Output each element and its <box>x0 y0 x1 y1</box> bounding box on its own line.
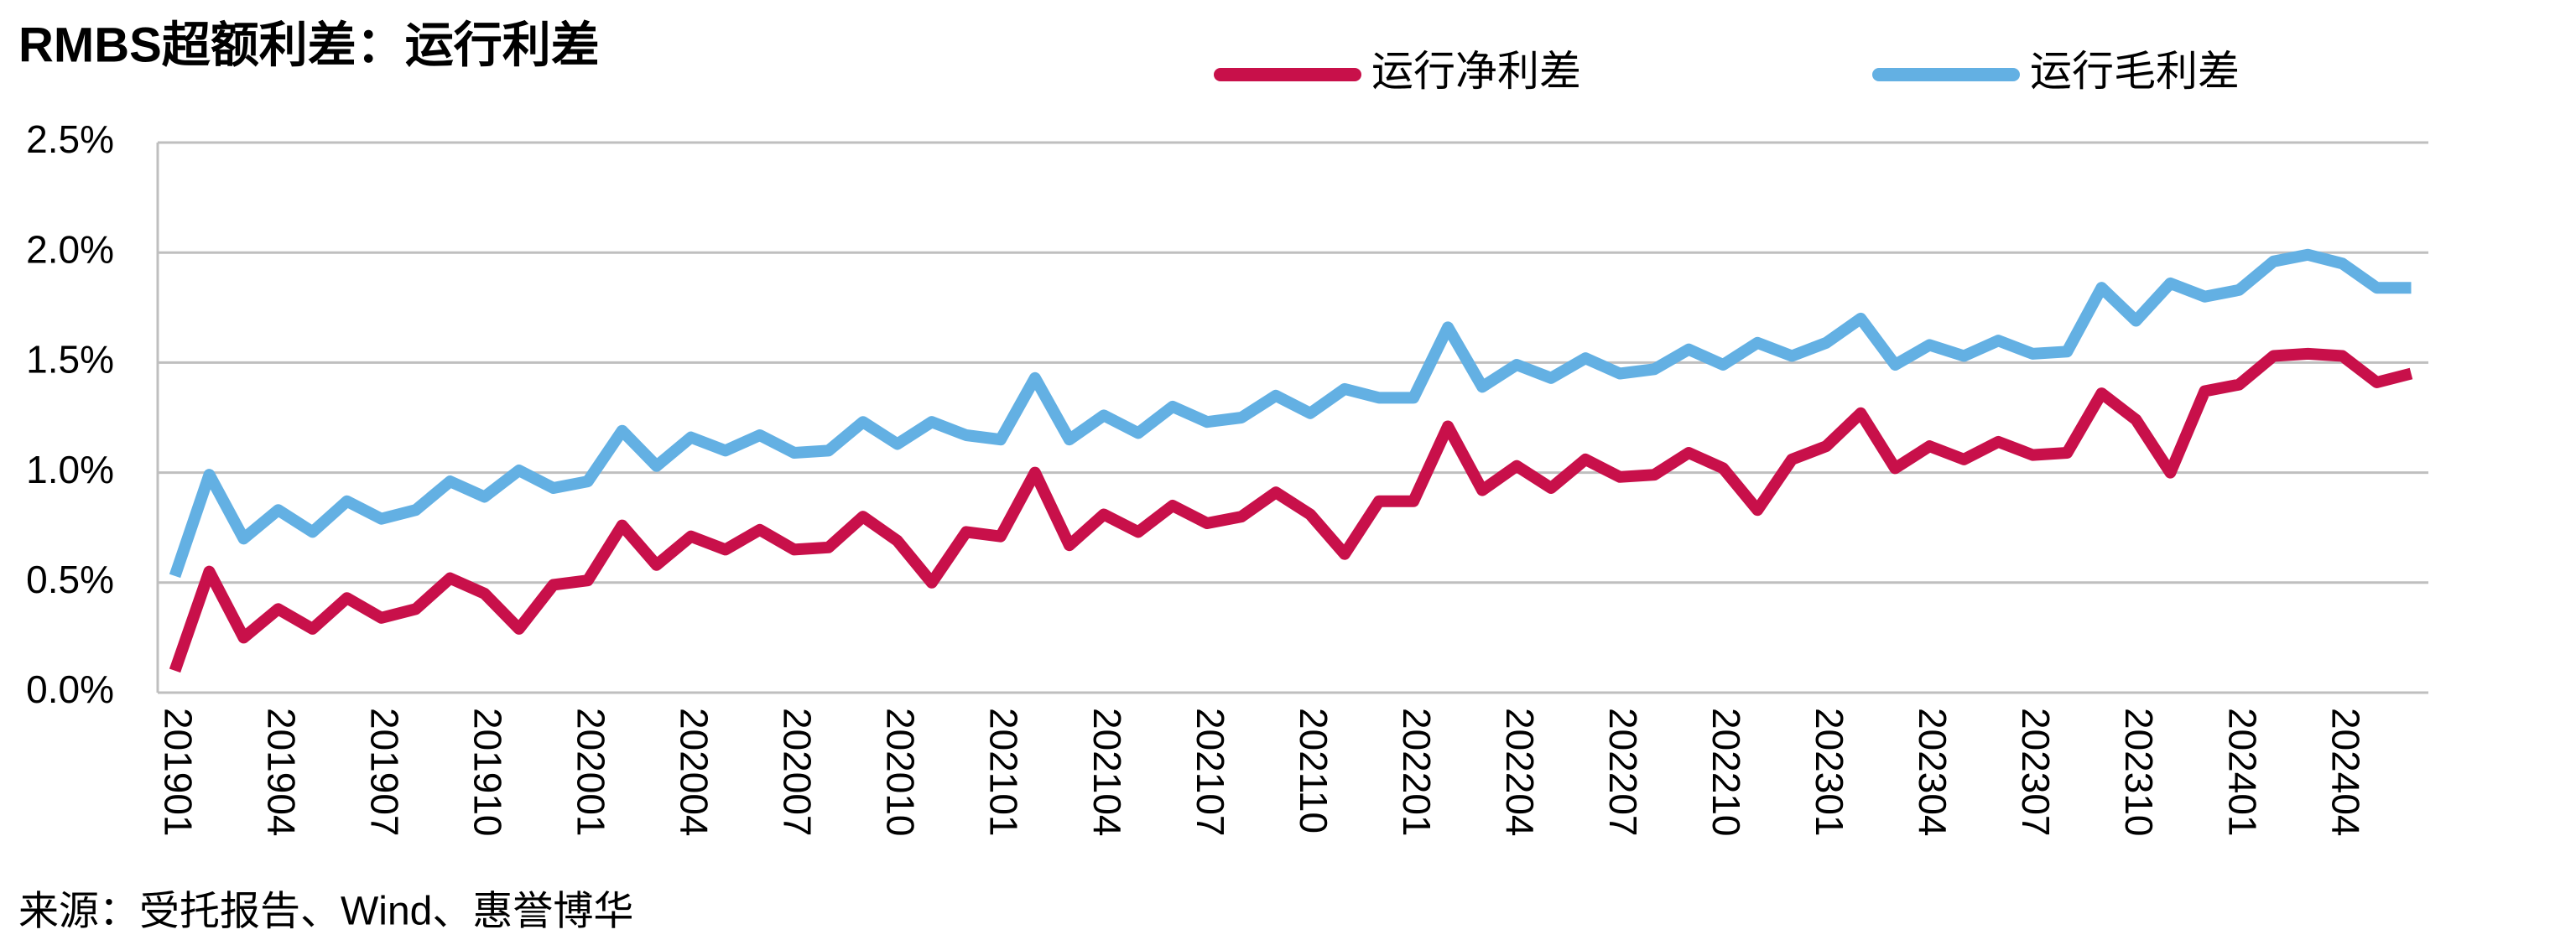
x-tick-label: 201907 <box>362 708 406 837</box>
y-tick-label: 0.0% <box>26 667 114 711</box>
x-tick-label: 201904 <box>259 708 303 837</box>
x-tick-label: 201910 <box>466 708 509 837</box>
x-tick-label: 202007 <box>776 708 820 837</box>
y-tick-label: 0.5% <box>26 558 114 601</box>
y-tick-label: 1.5% <box>26 338 114 382</box>
legend-label: 运行毛利差 <box>2030 48 2240 95</box>
y-tick-label: 2.5% <box>26 117 114 161</box>
x-tick-label: 202301 <box>1808 708 1851 837</box>
x-tick-label: 202201 <box>1395 708 1439 837</box>
x-tick-label: 202304 <box>1911 708 1954 837</box>
x-tick-label: 202010 <box>879 708 923 837</box>
x-tick-label: 202404 <box>2324 708 2367 837</box>
y-tick-label: 1.0% <box>26 448 114 491</box>
x-tick-label: 202107 <box>1189 708 1232 837</box>
x-tick-label: 201901 <box>156 708 200 837</box>
x-tick-label: 202104 <box>1085 708 1129 837</box>
x-tick-label: 202004 <box>673 708 716 837</box>
x-tick-label: 202207 <box>1601 708 1645 837</box>
x-tick-label: 202101 <box>982 708 1026 837</box>
x-tick-label: 202210 <box>1704 708 1748 837</box>
legend-label: 运行净利差 <box>1371 48 1581 95</box>
x-tick-label: 202001 <box>570 708 613 837</box>
x-tick-label: 202110 <box>1292 708 1335 834</box>
x-tick-label: 202204 <box>1498 708 1542 837</box>
chart-title: RMBS超额利差：运行利差 <box>18 18 600 72</box>
source-note: 来源：受托报告、Wind、惠誉博华 <box>18 890 633 934</box>
series-line <box>169 248 2412 579</box>
x-tick-label: 202307 <box>2014 708 2058 837</box>
y-tick-label: 2.0% <box>26 227 114 271</box>
series-line <box>169 347 2413 673</box>
x-tick-label: 202401 <box>2220 708 2264 837</box>
x-tick-label: 202310 <box>2117 708 2161 837</box>
